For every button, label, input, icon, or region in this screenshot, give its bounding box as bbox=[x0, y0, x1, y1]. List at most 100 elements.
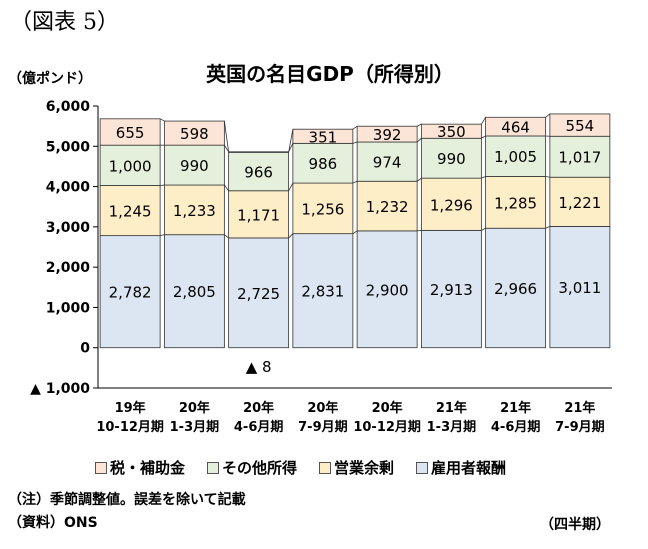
x-tick-label-year: 20年 bbox=[179, 400, 210, 416]
data-label: 986 bbox=[309, 155, 338, 173]
data-label: 464 bbox=[501, 119, 530, 137]
x-tick-label-year: 21年 bbox=[436, 400, 467, 416]
bar-segment bbox=[420, 177, 482, 231]
series-connector-line bbox=[224, 144, 229, 153]
data-label: 2,831 bbox=[301, 283, 344, 301]
bar-segment bbox=[420, 229, 482, 349]
bar-segment bbox=[228, 190, 290, 239]
y-tick-label: 4,000 bbox=[46, 180, 91, 196]
x-tick-label-period: 1-3月期 bbox=[170, 420, 220, 435]
legend-swatch bbox=[95, 461, 107, 474]
x-tick-label-period: 7-9月期 bbox=[298, 420, 348, 435]
data-label: 3,011 bbox=[558, 279, 601, 297]
data-label: 1,256 bbox=[301, 200, 344, 218]
x-tick-label-year: 21年 bbox=[500, 400, 531, 416]
bar-segment bbox=[420, 123, 482, 139]
series-connector-line bbox=[352, 141, 358, 144]
bar-segment bbox=[549, 113, 611, 137]
data-label: 2,966 bbox=[494, 280, 537, 298]
data-label: ▲ 8 bbox=[246, 358, 272, 376]
bar-segment bbox=[99, 235, 161, 349]
data-label: 1,232 bbox=[366, 198, 409, 216]
data-label: 974 bbox=[373, 154, 402, 172]
legend-swatch bbox=[319, 461, 332, 474]
data-label: 2,725 bbox=[237, 285, 280, 303]
bar-segment bbox=[163, 144, 225, 186]
bar-segment bbox=[549, 176, 611, 227]
legend-label: 営業余剰 bbox=[334, 459, 395, 477]
legend-label: 税・補助金 bbox=[110, 459, 186, 477]
data-label: 1,005 bbox=[494, 148, 537, 166]
stacked-bar-chart: ▲ 1,000 0 1,000 2,000 3,000 4,000 5,000 6,000 2,… bbox=[30, 99, 612, 435]
data-label: 966 bbox=[244, 163, 273, 181]
data-label: 598 bbox=[180, 125, 209, 143]
legend-item-compensation: 雇用者報酬 bbox=[416, 457, 506, 478]
bar-segment bbox=[420, 137, 482, 179]
y-tick-label: 1,000 bbox=[46, 300, 91, 316]
x-tick-label-period: 1-3月期 bbox=[427, 420, 477, 435]
y-tick-label: 3,000 bbox=[46, 220, 91, 236]
y-tick-label: 5,000 bbox=[46, 139, 91, 155]
data-label: 990 bbox=[437, 150, 466, 168]
bar-segment bbox=[485, 227, 547, 349]
source-note: （資料）ONS bbox=[8, 515, 98, 531]
series-connector-line bbox=[416, 137, 422, 143]
series-connector-line bbox=[545, 176, 550, 178]
data-label: 1,171 bbox=[237, 206, 280, 224]
x-tick-label-year: 20年 bbox=[372, 400, 403, 416]
x-tick-label-period: 7-9月期 bbox=[555, 420, 605, 435]
x-tick-label-year: 21年 bbox=[564, 400, 595, 416]
x-tick-label-period: 4-6月期 bbox=[491, 420, 541, 435]
bar-segment bbox=[485, 176, 547, 229]
legend-item-tax-subsidy: 税・補助金 bbox=[95, 457, 185, 478]
y-tick-label: ▲ 1,000 bbox=[30, 381, 90, 397]
series-connector-line bbox=[545, 226, 551, 229]
data-label: 2,805 bbox=[173, 283, 216, 301]
series-connector-line bbox=[288, 129, 294, 153]
bar-segment bbox=[99, 118, 161, 146]
legend-swatch bbox=[416, 461, 429, 474]
data-label: 392 bbox=[373, 126, 402, 144]
data-label: 2,782 bbox=[109, 284, 152, 302]
bar-segment bbox=[228, 151, 290, 153]
bar-segment bbox=[163, 120, 225, 146]
legend-swatch bbox=[207, 461, 220, 474]
series-connector-line bbox=[481, 176, 486, 179]
legend: 税・補助金 その他所得 営業余剰 雇用者報酬 bbox=[95, 457, 506, 478]
x-axis-period-label: （四半期） bbox=[540, 517, 610, 533]
bar-segment bbox=[485, 135, 547, 177]
data-label: 1,017 bbox=[558, 149, 601, 167]
series-connector-line bbox=[481, 227, 486, 231]
bar-segment bbox=[485, 116, 547, 137]
bar-segment bbox=[292, 233, 354, 349]
series-connector-line bbox=[160, 234, 165, 237]
data-label: 351 bbox=[309, 128, 338, 146]
series-connector-line bbox=[224, 184, 229, 191]
y-tick-label: 0 bbox=[80, 341, 90, 357]
data-label: 554 bbox=[566, 117, 595, 135]
series-connector-line bbox=[288, 233, 294, 239]
data-label: 1,245 bbox=[109, 203, 152, 221]
y-axis-unit-label: （億ポンド） bbox=[8, 71, 92, 87]
data-label: 1,221 bbox=[558, 194, 601, 212]
legend-label: 雇用者報酬 bbox=[431, 459, 507, 477]
x-tick-label-year: 20年 bbox=[307, 400, 338, 416]
series-connector-line bbox=[545, 113, 551, 118]
data-label: 1,000 bbox=[109, 157, 152, 175]
data-label: 1,285 bbox=[494, 194, 537, 212]
data-label: 1,233 bbox=[173, 202, 216, 220]
x-tick-label-period: 4-6月期 bbox=[234, 420, 284, 435]
bar-segment bbox=[99, 185, 161, 237]
data-label: 2,900 bbox=[366, 281, 409, 299]
footnote: （注）季節調整値。誤差を除いて記載 bbox=[8, 492, 246, 508]
legend-item-operating-surplus: 営業余剰 bbox=[319, 457, 394, 478]
data-label: 350 bbox=[437, 123, 466, 141]
data-label: 990 bbox=[180, 157, 209, 175]
bar-segment bbox=[356, 230, 418, 349]
figure-label: （図表 5） bbox=[10, 10, 119, 35]
bar-segment bbox=[356, 125, 418, 143]
x-tick-label-year: 20年 bbox=[243, 400, 274, 416]
series-connector-line bbox=[481, 117, 486, 125]
bar-segment bbox=[549, 226, 611, 349]
x-tick-label-period: 10-12月期 bbox=[96, 420, 164, 435]
